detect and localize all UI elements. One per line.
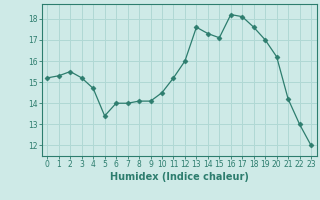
X-axis label: Humidex (Indice chaleur): Humidex (Indice chaleur) [110, 172, 249, 182]
